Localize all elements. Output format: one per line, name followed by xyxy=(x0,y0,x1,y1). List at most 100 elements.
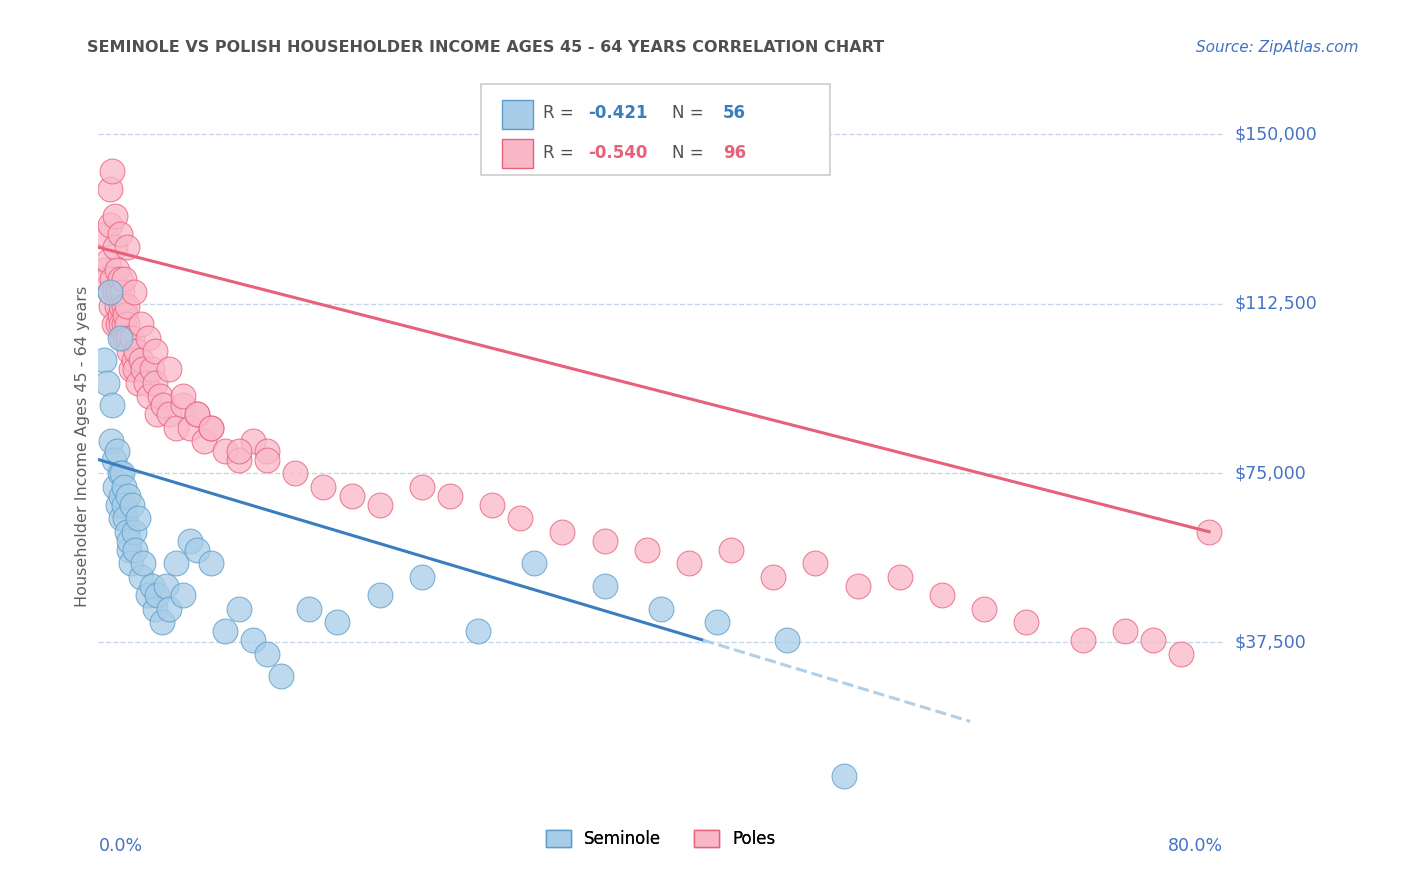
Point xyxy=(650,601,672,615)
Point xyxy=(107,498,129,512)
Point xyxy=(110,317,132,331)
Point xyxy=(124,362,146,376)
Point xyxy=(98,218,121,232)
Point xyxy=(228,452,250,467)
Point xyxy=(112,498,135,512)
Point xyxy=(172,389,194,403)
Point xyxy=(242,633,264,648)
Text: R =: R = xyxy=(543,144,579,162)
Point xyxy=(152,398,174,412)
Point xyxy=(118,344,141,359)
Point xyxy=(1015,615,1038,629)
Point xyxy=(200,557,222,571)
Point xyxy=(141,579,163,593)
Point xyxy=(120,557,142,571)
Point xyxy=(136,331,159,345)
Point xyxy=(326,615,349,629)
Point xyxy=(1071,633,1094,648)
Point xyxy=(157,408,180,422)
Point xyxy=(846,579,869,593)
Point xyxy=(1198,524,1220,539)
Text: $112,500: $112,500 xyxy=(1234,294,1317,313)
Point xyxy=(118,542,141,557)
Point xyxy=(115,240,138,254)
Point xyxy=(132,557,155,571)
Point xyxy=(122,353,145,368)
Point xyxy=(368,588,391,602)
Y-axis label: Householder Income Ages 45 - 64 years: Householder Income Ages 45 - 64 years xyxy=(75,285,90,607)
Point xyxy=(105,299,128,313)
Point xyxy=(312,480,335,494)
Point xyxy=(146,588,169,602)
Point xyxy=(179,421,201,435)
Point xyxy=(973,601,995,615)
Point xyxy=(157,362,180,376)
Point xyxy=(111,285,134,300)
Point xyxy=(110,489,132,503)
Point xyxy=(411,570,433,584)
Point xyxy=(804,557,827,571)
Point xyxy=(100,299,122,313)
Point xyxy=(108,308,131,322)
Point xyxy=(121,331,143,345)
Point xyxy=(127,376,149,390)
Point xyxy=(172,588,194,602)
Point xyxy=(94,227,117,241)
Point xyxy=(93,353,115,368)
Point xyxy=(110,299,132,313)
Text: 80.0%: 80.0% xyxy=(1168,837,1223,855)
Point xyxy=(720,542,742,557)
Point xyxy=(678,557,700,571)
Point xyxy=(121,498,143,512)
Point xyxy=(105,443,128,458)
FancyBboxPatch shape xyxy=(481,84,830,176)
Point xyxy=(551,524,574,539)
Point xyxy=(98,285,121,300)
Point xyxy=(931,588,953,602)
Point xyxy=(97,253,120,268)
Point xyxy=(141,362,163,376)
Point xyxy=(101,163,124,178)
Point xyxy=(114,511,136,525)
Point xyxy=(270,669,292,683)
Point xyxy=(107,317,129,331)
Point xyxy=(832,769,855,783)
Point xyxy=(368,498,391,512)
Point xyxy=(467,624,489,639)
Point xyxy=(298,601,321,615)
Point xyxy=(149,389,172,403)
Point xyxy=(114,308,136,322)
Point xyxy=(165,557,187,571)
Point xyxy=(143,376,166,390)
Point xyxy=(104,240,127,254)
Point xyxy=(103,317,125,331)
Point xyxy=(157,601,180,615)
Point xyxy=(118,533,141,548)
Point xyxy=(129,570,152,584)
Point xyxy=(125,344,148,359)
Point xyxy=(889,570,911,584)
Text: SEMINOLE VS POLISH HOUSEHOLDER INCOME AGES 45 - 64 YEARS CORRELATION CHART: SEMINOLE VS POLISH HOUSEHOLDER INCOME AG… xyxy=(87,40,884,55)
Point xyxy=(214,443,236,458)
Point xyxy=(1142,633,1164,648)
Point xyxy=(127,511,149,525)
Text: 56: 56 xyxy=(723,104,745,122)
Text: N =: N = xyxy=(672,144,709,162)
Point xyxy=(107,285,129,300)
Legend: Seminole, Poles: Seminole, Poles xyxy=(538,823,783,855)
Point xyxy=(150,615,173,629)
Point xyxy=(112,272,135,286)
Point xyxy=(110,511,132,525)
Point xyxy=(135,376,157,390)
Point xyxy=(1170,647,1192,661)
Point xyxy=(103,452,125,467)
Point xyxy=(122,285,145,300)
Point xyxy=(98,285,121,300)
FancyBboxPatch shape xyxy=(502,139,533,169)
Point xyxy=(120,362,142,376)
Text: $37,500: $37,500 xyxy=(1234,633,1306,651)
Point xyxy=(509,511,531,525)
Point xyxy=(117,489,139,503)
Point xyxy=(193,434,215,449)
Text: N =: N = xyxy=(672,104,709,122)
